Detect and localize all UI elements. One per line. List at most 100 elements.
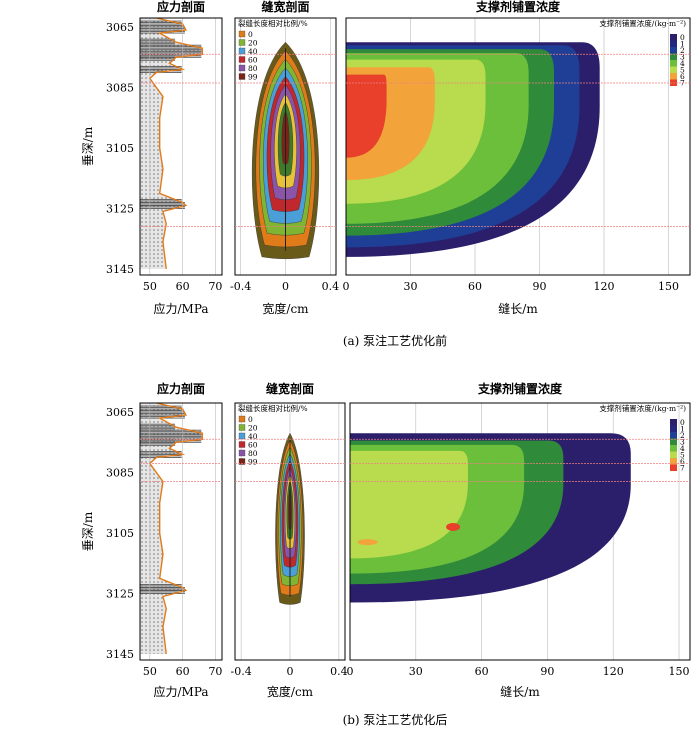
legend-swatch: [238, 432, 246, 440]
x-tick-label: 60: [468, 280, 482, 293]
legend-label: 0: [248, 30, 253, 39]
concentration-zone: [350, 450, 468, 559]
figure-caption: (a) 泵注工艺优化前: [343, 333, 447, 348]
stress-xlabel: 应力/MPa: [153, 301, 208, 316]
y-tick-label: 3145: [106, 648, 134, 661]
colorbar-swatch: [670, 432, 677, 439]
x-tick-label: 120: [603, 665, 624, 678]
x-tick-label: 150: [658, 280, 679, 293]
legend-swatch: [238, 449, 246, 457]
x-tick-label: 30: [409, 665, 423, 678]
colorbar-swatch: [670, 73, 677, 80]
colorbar-swatch: [670, 419, 677, 426]
y-tick-label: 3125: [106, 587, 134, 600]
x-tick-label: 60: [176, 665, 190, 678]
x-tick-label: 0.4: [330, 665, 348, 678]
legend-label: 40: [248, 432, 258, 441]
colorbar-swatch: [670, 451, 677, 458]
x-tick-label: 90: [533, 280, 547, 293]
colorbar-label: 2: [680, 46, 685, 55]
legend-swatch: [238, 441, 246, 448]
colorbar-swatch: [670, 425, 677, 432]
legend-swatch: [238, 415, 246, 423]
stress-title: 应力剖面: [157, 0, 205, 14]
colorbar-swatch: [670, 60, 677, 67]
concentration-hotspot: [446, 522, 461, 531]
legend-swatch: [238, 458, 246, 465]
colorbar-label: 6: [680, 457, 685, 466]
legend-title: 裂缝长度相对比例/%: [238, 18, 308, 28]
colorbar-label: 5: [680, 451, 685, 460]
colorbar-label: 3: [680, 53, 685, 62]
colorbar-swatch: [670, 464, 677, 471]
colorbar-swatch: [670, 47, 677, 54]
x-tick-label: 120: [594, 280, 615, 293]
legend-label: 99: [248, 73, 258, 82]
colorbar-label: 2: [680, 431, 685, 440]
legend-label: 80: [248, 449, 258, 458]
colorbar-label: 1: [680, 40, 685, 49]
colorbar-label: 1: [680, 425, 685, 434]
colorbar-swatch: [670, 458, 677, 465]
x-tick-label: 50: [143, 665, 157, 678]
legend-swatch: [238, 47, 246, 55]
colorbar-label: 7: [680, 464, 685, 473]
colorbar-label: 5: [680, 66, 685, 75]
x-tick-label: 0: [347, 665, 354, 678]
width-frame: [234, 17, 337, 276]
colorbar-swatch: [670, 53, 677, 60]
concentration-panel: 0 30 60 90 120 150支撑剂铺置浓度/(kg·m⁻²)01234567支撑剂…: [347, 381, 691, 699]
width-title: 缝宽剖面: [261, 0, 309, 14]
colorbar-label: 0: [680, 418, 685, 427]
colorbar-label: 4: [680, 59, 685, 68]
legend-swatch: [238, 424, 246, 431]
x-tick-label: 0: [287, 665, 294, 678]
legend-title: 裂缝长度相对比例/%: [238, 403, 308, 413]
x-tick-label: 60: [176, 280, 190, 293]
x-tick-label: -0.4: [231, 665, 252, 678]
y-tick-label: 3065: [106, 406, 134, 419]
x-tick-label: 30: [404, 280, 418, 293]
colorbar-swatch: [670, 438, 677, 445]
concentration-title: 支撑剂铺置浓度: [477, 381, 563, 396]
figure-caption: (b) 泵注工艺优化后: [343, 712, 448, 727]
stress-xlabel: 应力/MPa: [153, 684, 208, 699]
legend-swatch: [238, 64, 246, 72]
stress-line: [148, 402, 204, 655]
stress-title: 应力剖面: [157, 381, 205, 396]
colorbar-label: 4: [680, 444, 685, 453]
x-tick-label: 150: [669, 665, 690, 678]
concentration-xlabel: 缝长/m: [498, 301, 538, 316]
concentration-title: 支撑剂铺置浓度: [475, 0, 561, 14]
y-tick-label: 3065: [106, 21, 134, 34]
concentration-frame: [349, 402, 691, 661]
legend-label: 60: [248, 441, 258, 450]
concentration-xlabel: 缝长/m: [500, 684, 540, 699]
x-tick-label: 0: [343, 280, 350, 293]
colorbar-swatch: [670, 66, 677, 73]
x-tick-label: 70: [208, 280, 222, 293]
x-tick-label: 90: [540, 665, 554, 678]
legend-label: 20: [248, 424, 258, 433]
colorbar-swatch: [670, 40, 677, 47]
x-tick-label: 0.4: [322, 280, 340, 293]
y-tick-label: 3105: [106, 142, 134, 155]
x-tick-label: 70: [208, 665, 222, 678]
width-xlabel: 宽度/cm: [267, 684, 314, 699]
y-tick-label: 3085: [106, 467, 134, 480]
y-tick-label: 3105: [106, 527, 134, 540]
x-tick-label: -0.4: [230, 280, 251, 293]
colorbar-swatch: [670, 34, 677, 41]
legend-swatch: [238, 30, 246, 38]
colorbar-label: 3: [680, 438, 685, 447]
width-xlabel: 宽度/cm: [262, 301, 309, 316]
width-frame: [234, 402, 346, 661]
colorbar-swatch: [670, 445, 677, 452]
concentration-panel: 0 30 60 90 120 150支撑剂铺置浓度/(kg·m⁻²)01234567支撑剂…: [343, 0, 691, 316]
